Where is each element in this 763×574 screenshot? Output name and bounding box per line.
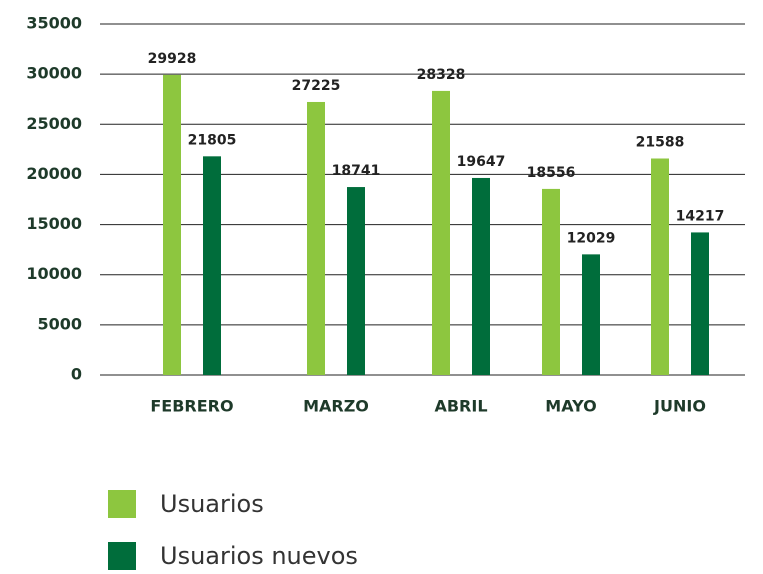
bar [651,158,669,375]
x-tick-label: FEBRERO [150,397,233,416]
legend-label: Usuarios nuevos [160,542,358,570]
bar [307,101,325,376]
legend-label: Usuarios [160,490,264,518]
value-label: 27225 [292,78,341,94]
value-label: 29928 [148,51,197,67]
bar [582,254,600,375]
y-tick-label: 15000 [26,214,82,233]
y-tick-label: 0 [71,365,82,384]
bar [691,232,709,375]
value-label: 18556 [527,165,576,181]
value-label: 28328 [417,67,466,83]
y-tick-label: 5000 [37,314,82,333]
x-tick-label: JUNIO [653,397,706,416]
y-tick-label: 35000 [26,14,82,33]
y-tick-label: 10000 [26,264,82,283]
value-label: 18741 [332,163,381,179]
legend-swatch [108,542,136,570]
value-label: 12029 [567,230,616,246]
value-label: 19647 [457,154,506,170]
y-tick-label: 20000 [26,164,82,183]
value-label: 21805 [188,132,237,148]
y-tick-label: 25000 [26,114,82,133]
x-tick-label: MAYO [545,397,596,416]
legend-swatch [108,490,136,518]
bar [472,177,490,375]
x-tick-label: ABRIL [434,397,487,416]
bar [347,187,365,375]
bar [432,90,450,375]
value-label: 14217 [676,208,725,224]
bar [542,188,560,375]
y-tick-label: 30000 [26,64,82,83]
value-label: 21588 [636,135,685,151]
bar [203,156,221,375]
bar [163,74,181,375]
x-tick-label: MARZO [303,397,369,416]
